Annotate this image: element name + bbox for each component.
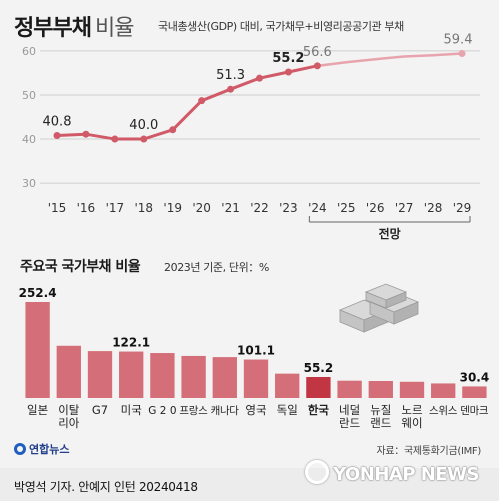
logo: 연합뉴스 <box>14 441 69 457</box>
title-light: 비율 <box>94 16 134 41</box>
data-label: 40.0 <box>129 118 158 133</box>
bar-value-label: 55.2 <box>304 361 334 375</box>
category-label: 웨이 <box>401 416 422 430</box>
bar-value-label: 122.1 <box>112 336 150 350</box>
category-label: 네덜 <box>339 403 360 417</box>
data-point <box>111 135 119 143</box>
category-label: 스위스 <box>429 404 458 417</box>
category-label: 노르 <box>401 403 422 417</box>
bar <box>243 359 269 398</box>
category-label: 뉴질 <box>370 403 391 417</box>
x-tick-label: '17 <box>106 201 125 215</box>
actual-line <box>56 64 318 141</box>
category-label: 리아 <box>58 416 80 430</box>
data-point <box>458 49 466 57</box>
x-tick-label: '25 <box>337 201 356 215</box>
bar <box>25 302 50 398</box>
y-tick-label: 30 <box>22 177 36 190</box>
bar <box>119 351 144 398</box>
x-tick-label: '16 <box>77 201 96 215</box>
bar <box>181 355 206 398</box>
category-label: 란드 <box>339 416 360 430</box>
category-label: 프랑스 <box>179 405 208 417</box>
data-label: 55.2 <box>272 51 304 66</box>
watermark: YONHAP NEWS <box>305 460 479 485</box>
x-tick-label: '28 <box>424 201 443 215</box>
x-tick-label: '22 <box>250 201 269 215</box>
bar <box>368 380 393 398</box>
chart-subtitle: 국내총생산(GDP) 대비, 국가채무+비영리공공기관 부채 <box>158 20 404 33</box>
data-point <box>53 132 61 140</box>
bar-chart-subtitle: 2023년 기준, 단위：% <box>164 261 269 274</box>
bar <box>56 345 81 398</box>
title-bold: 정부부채 <box>14 16 92 41</box>
category-label: G20 <box>148 405 176 417</box>
page-title: 정부부채 비율 <box>14 10 134 42</box>
data-point <box>82 130 90 138</box>
category-label: 일본 <box>27 403 48 417</box>
category-label: 이탈 <box>58 403 80 417</box>
data-label: 40.8 <box>43 115 72 130</box>
x-tick-label: '18 <box>134 201 153 215</box>
x-tick-label: '29 <box>453 201 472 215</box>
category-label: 독일 <box>277 403 298 417</box>
bar <box>306 377 331 398</box>
forecast-label: 전망 <box>379 226 401 241</box>
y-tick-label: 60 <box>22 45 36 58</box>
data-point <box>284 68 292 76</box>
bar <box>212 357 237 398</box>
category-label: 영국 <box>245 403 266 417</box>
category-label: 미국 <box>121 403 142 417</box>
bar-chart-title: 주요국 국가부채 비율 <box>20 259 141 275</box>
category-label: 한국 <box>308 403 330 417</box>
watermark-text: YONHAP NEWS <box>333 464 479 485</box>
logo-text: 연합뉴스 <box>29 443 70 456</box>
bar <box>462 386 487 398</box>
data-label: 51.3 <box>216 68 245 83</box>
bar <box>431 383 456 398</box>
data-point <box>313 62 321 70</box>
x-tick-label: '23 <box>279 201 298 215</box>
bar <box>150 353 175 398</box>
x-tick-label: '15 <box>48 201 67 215</box>
bar-value-label: 252.4 <box>19 286 57 300</box>
credit-line: 박영석 기자. 안예지 인턴 20240418 <box>14 480 198 494</box>
x-tick-label: '27 <box>395 201 414 215</box>
x-tick-label: '20 <box>192 201 211 215</box>
yonhap-logo-icon <box>14 443 26 455</box>
y-tick-label: 50 <box>22 89 36 102</box>
bar <box>399 381 425 398</box>
watermark-logo-icon <box>305 460 330 484</box>
data-point <box>198 97 206 105</box>
x-tick-label: '21 <box>221 201 240 215</box>
x-tick-label: '19 <box>163 201 182 215</box>
category-label: 덴마크 <box>460 405 489 417</box>
x-tick-label: '26 <box>366 201 385 215</box>
bar-value-label: 30.4 <box>460 370 490 384</box>
category-label: 랜드 <box>370 416 391 430</box>
data-point <box>140 135 148 143</box>
bar <box>275 373 300 398</box>
source-note: 자료：국제통화기금(IMF) <box>376 446 481 457</box>
category-label: 캐나다 <box>211 405 240 417</box>
bar <box>337 380 362 398</box>
data-label: 56.6 <box>303 45 332 60</box>
data-point <box>169 126 177 134</box>
bar <box>87 351 113 398</box>
category-label: G7 <box>92 403 108 417</box>
data-point <box>227 85 235 93</box>
line-chart: 30 40 50 60 '15 '16 '17 '18 '19 '20 '21 '22 '23 '24 '2… <box>22 32 480 241</box>
forecast-line <box>317 52 463 68</box>
credit-band <box>0 468 499 501</box>
y-tick-label: 40 <box>22 133 36 146</box>
money-stack-icon <box>338 283 420 333</box>
bar-value-label: 101.1 <box>237 344 275 358</box>
data-label: 59.4 <box>444 32 473 47</box>
data-point <box>256 74 263 82</box>
x-tick-label: '24 <box>308 201 327 215</box>
